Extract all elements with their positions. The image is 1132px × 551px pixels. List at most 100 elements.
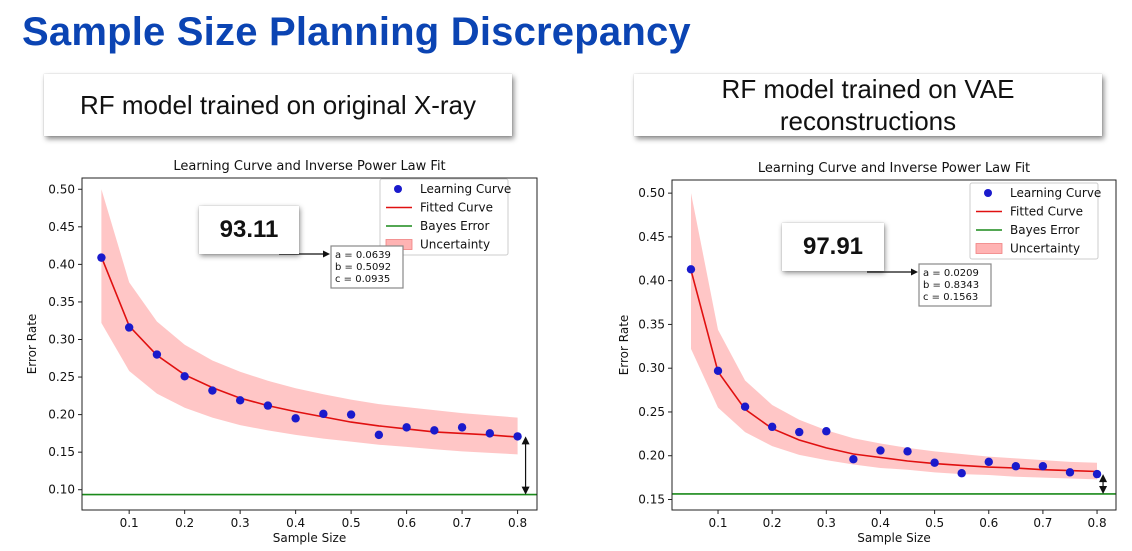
right-caption-text: RF model trained on VAE reconstructions (721, 74, 1015, 136)
learning-curve-point (291, 414, 300, 423)
gap-arrow-head-bottom (521, 486, 530, 495)
x-tick-label: 0.6 (397, 516, 416, 530)
gap-arrow-head-top (1099, 474, 1108, 483)
x-tick-label: 0.2 (175, 516, 194, 530)
right-score-value: 97.91 (802, 233, 864, 260)
learning-curve-point (740, 402, 750, 411)
legend-label: Bayes Error (420, 219, 489, 233)
y-axis-label: Error Rate (617, 315, 631, 376)
learning-curve-point (822, 427, 831, 436)
learning-curve-point (180, 372, 189, 381)
legend-box (969, 182, 1099, 260)
plot-frame (81, 177, 538, 511)
gap-arrow-head-bottom (1099, 485, 1108, 494)
y-tick-label: 0.40 (638, 274, 665, 288)
legend-label: Uncertainty (1010, 242, 1080, 256)
y-axis-label: Error Rate (25, 314, 39, 375)
learning-curve-point (319, 409, 328, 419)
y-tick-label: 0.20 (638, 449, 665, 463)
y-tick-label: 0.40 (48, 257, 75, 271)
left-caption-box: RF model trained on original X-ray (44, 74, 512, 136)
learning-curve-point (124, 323, 134, 332)
learning-curve-point (152, 350, 162, 359)
legend-label: Fitted Curve (1010, 205, 1083, 219)
legend-marker-points (984, 189, 992, 197)
learning-curve-point (457, 423, 467, 432)
params-text: a = 0.0639 (335, 250, 391, 261)
y-tick-label: 0.35 (638, 317, 665, 331)
y-tick-label: 0.30 (48, 332, 75, 346)
learning-curve-point (374, 430, 384, 440)
chart-title: Learning Curve and Inverse Power Law Fit (173, 159, 445, 174)
y-tick-label: 0.25 (48, 370, 75, 384)
fitted-curve-line (690, 269, 1098, 473)
x-tick-label: 0.8 (508, 516, 527, 530)
learning-curve-point (513, 432, 522, 441)
learning-curve-point (686, 265, 696, 274)
slide-title: Sample Size Planning Discrepancy (22, 10, 691, 54)
params-box (330, 245, 404, 289)
params-arrow-head (323, 250, 330, 258)
y-tick-label: 0.25 (638, 405, 665, 419)
learning-curve-point (346, 410, 356, 419)
params-text: b = 0.5092 (335, 262, 391, 273)
learning-curve-point (849, 455, 858, 464)
x-tick-label: 0.1 (708, 516, 727, 530)
learning-curve-point (402, 423, 411, 432)
legend-label: Bayes Error (1010, 223, 1079, 237)
learning-curve-point (97, 253, 106, 262)
y-tick-label: 0.20 (48, 408, 75, 422)
y-tick-label: 0.10 (48, 483, 75, 497)
params-box (918, 263, 992, 307)
y-tick-label: 0.50 (638, 186, 665, 200)
x-tick-label: 0.4 (871, 516, 890, 530)
learning-curve-point (984, 457, 993, 467)
left-score-box: 93.11 (199, 206, 299, 254)
x-tick-label: 0.7 (1033, 516, 1052, 530)
learning-curve-point (263, 401, 273, 410)
learning-curve-point (485, 429, 495, 438)
learning-curve-point (1038, 462, 1048, 471)
x-tick-label: 0.2 (763, 516, 782, 530)
x-tick-label: 0.5 (925, 516, 944, 530)
left-learning-curve-chart: Learning Curve and Inverse Power Law Fit… (25, 159, 538, 545)
x-axis-label: Sample Size (857, 531, 930, 545)
x-tick-label: 0.4 (286, 516, 305, 530)
legend-label: Learning Curve (1010, 186, 1101, 200)
legend-label: Fitted Curve (420, 201, 493, 215)
x-tick-label: 0.7 (453, 516, 472, 530)
gap-arrow-head-top (521, 436, 530, 445)
right-score-box: 97.91 (782, 223, 884, 271)
learning-curve-point (767, 422, 777, 432)
y-tick-label: 0.30 (638, 361, 665, 375)
left-score-value: 93.11 (219, 216, 279, 243)
y-tick-label: 0.45 (638, 230, 665, 244)
fitted-curve-line (100, 256, 518, 438)
params-arrow-head (911, 268, 918, 276)
learning-curve-point (713, 366, 723, 376)
learning-curve-point (430, 426, 439, 435)
x-tick-label: 0.6 (979, 516, 998, 530)
learning-curve-point (1065, 468, 1075, 477)
learning-curve-point (1011, 462, 1021, 471)
params-text: c = 0.0935 (335, 274, 390, 285)
params-text: a = 0.0209 (923, 268, 979, 279)
y-tick-label: 0.15 (638, 492, 665, 506)
legend-label: Learning Curve (420, 182, 511, 196)
x-tick-label: 0.5 (342, 516, 361, 530)
learning-curve-point (1092, 469, 1102, 479)
chart-title: Learning Curve and Inverse Power Law Fit (758, 161, 1030, 176)
legend-marker-band (975, 243, 1003, 254)
plot-frame (671, 179, 1117, 511)
y-tick-label: 0.35 (48, 295, 75, 309)
legend-label: Uncertainty (420, 238, 490, 252)
y-tick-label: 0.15 (48, 445, 75, 459)
learning-curve-point (208, 386, 217, 395)
x-tick-label: 0.3 (231, 516, 250, 530)
y-tick-label: 0.50 (48, 182, 75, 196)
x-tick-label: 0.3 (817, 516, 836, 530)
y-tick-label: 0.45 (48, 220, 75, 234)
x-axis-label: Sample Size (273, 531, 346, 545)
x-tick-label: 0.8 (1088, 516, 1107, 530)
params-text: b = 0.8343 (923, 280, 979, 291)
